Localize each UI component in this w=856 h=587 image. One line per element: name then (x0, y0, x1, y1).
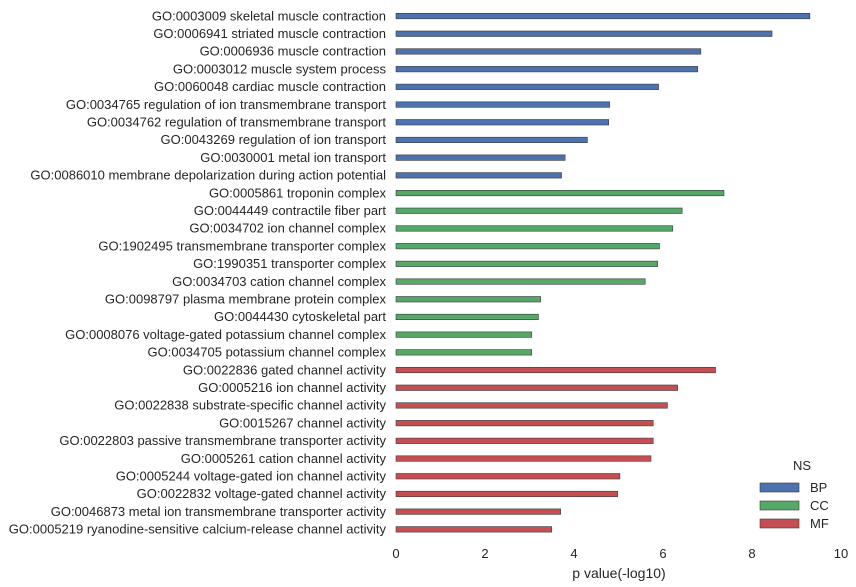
category-label-go-0005244: GO:0005244 voltage-gated ion channel act… (116, 469, 387, 484)
bar-go-0022836 (395, 366, 716, 374)
category-label-go-0022832: GO:0022832 voltage-gated channel activit… (137, 486, 387, 501)
bar-go-0034765 (395, 101, 610, 108)
category-label-go-0022836: GO:0022836 gated channel activity (183, 362, 387, 377)
category-label-go-0060048: GO:0060048 cardiac muscle contraction (154, 79, 386, 94)
bar-go-0030001 (395, 154, 566, 161)
category-label-go-0005861: GO:0005861 troponin complex (209, 185, 387, 200)
bar-go-0086010 (395, 172, 562, 179)
bar-go-0022838 (395, 402, 668, 409)
category-label-go-0034703: GO:0034703 cation channel complex (172, 274, 386, 289)
bar-go-0034703 (395, 278, 646, 285)
category-label-go-0046873: GO:0046873 metal ion transmembrane trans… (51, 504, 387, 519)
legend-swatch-mf (759, 518, 800, 529)
bar-go-0003009 (395, 13, 811, 20)
category-label-go-0043269: GO:0043269 regulation of ion transport (161, 132, 387, 147)
category-label-go-0005216: GO:0005216 ion channel activity (198, 380, 386, 395)
legend-title: NS (793, 458, 811, 473)
category-label-go-0006941: GO:0006941 striated muscle contraction (153, 26, 386, 41)
category-label-go-0006936: GO:0006936 muscle contraction (200, 44, 386, 59)
bar-go-0006936 (395, 48, 702, 55)
legend-label-mf: MF (810, 516, 829, 531)
bar-go-0008076 (395, 331, 533, 338)
category-label-go-0098797: GO:0098797 plasma membrane protein compl… (105, 292, 387, 307)
category-label-go-0044430: GO:0044430 cytoskeletal part (214, 309, 386, 324)
bar-go-0046873 (395, 508, 561, 515)
bar-go-0022832 (395, 490, 618, 498)
category-label-go-1902495: GO:1902495 transmembrane transporter com… (98, 238, 386, 253)
bar-go-1990351 (395, 260, 658, 267)
x-tick-label-6: 6 (659, 546, 666, 561)
bar-go-0044430 (395, 313, 539, 321)
category-label-go-0034705: GO:0034705 potassium channel complex (148, 345, 387, 360)
x-tick-label-4: 4 (570, 546, 577, 561)
bar-go-0005216 (395, 384, 678, 391)
category-label-go-0022838: GO:0022838 substrate-specific channel ac… (114, 398, 386, 413)
bar-go-0034702 (395, 225, 674, 232)
category-labels: GO:0003009 skeletal muscle contraction GO… (9, 8, 387, 536)
bar-go-0022803 (395, 437, 654, 444)
bar-go-0034762 (395, 119, 610, 126)
legend-label-bp: BP (810, 480, 827, 495)
category-label-go-0034702: GO:0034702 ion channel complex (189, 221, 386, 236)
category-label-go-0003012: GO:0003012 muscle system process (173, 61, 387, 76)
category-label-go-0034765: GO:0034765 regulation of ion transmembra… (66, 97, 387, 112)
legend-entry-cc: CC (759, 498, 829, 513)
bar-go-0060048 (395, 83, 659, 90)
category-label-go-0005261: GO:0005261 cation channel activity (181, 451, 387, 466)
legend-swatch-bp (759, 482, 800, 493)
x-tick-label-8: 8 (748, 546, 755, 561)
x-axis-title: p value(-log10) (572, 565, 665, 581)
category-label-go-0034762: GO:0034762 regulation of transmembrane t… (87, 115, 387, 130)
bars-layer (395, 13, 811, 533)
legend-label-cc: CC (810, 498, 829, 513)
bar-go-0005219 (395, 526, 553, 533)
bar-go-0044449 (395, 207, 683, 214)
legend-entries: BP CC MF (759, 480, 829, 531)
bar-go-0005244 (395, 473, 621, 480)
category-label-go-1990351: GO:1990351 transporter complex (193, 256, 386, 271)
x-axis-ticks: 0 2 4 6 8 10 (392, 546, 848, 561)
bar-go-0003012 (395, 66, 699, 73)
category-label-go-0044449: GO:0044449 contractile fiber part (194, 203, 387, 218)
bar-go-0005861 (395, 190, 725, 197)
x-tick-label-0: 0 (392, 546, 399, 561)
bar-go-0015267 (395, 420, 654, 427)
legend-swatch-cc (759, 500, 800, 511)
x-tick-label-10: 10 (834, 546, 848, 561)
bar-go-0043269 (395, 136, 588, 143)
bar-go-0098797 (395, 296, 541, 303)
legend-entry-mf: MF (759, 516, 829, 531)
bar-go-0005261 (395, 455, 652, 462)
category-label-go-0008076: GO:0008076 voltage-gated potassium chann… (65, 327, 386, 342)
category-label-go-0086010: GO:0086010 membrane depolarization durin… (30, 168, 386, 183)
category-label-go-0005219: GO:0005219 ryanodine-sensitive calcium-r… (9, 522, 387, 537)
category-label-go-0015267: GO:0015267 channel activity (219, 415, 386, 430)
x-tick-label-2: 2 (481, 546, 488, 561)
category-label-go-0030001: GO:0030001 metal ion transport (200, 150, 386, 165)
category-label-go-0022803: GO:0022803 passive transmembrane transpo… (59, 433, 386, 448)
category-label-go-0003009: GO:0003009 skeletal muscle contraction (152, 8, 386, 23)
bar-go-0006941 (395, 30, 773, 37)
legend-entry-bp: BP (759, 480, 827, 495)
bar-go-1902495 (395, 243, 660, 250)
bar-go-0034705 (395, 349, 533, 356)
legend: NS BP CC MF (759, 458, 829, 531)
